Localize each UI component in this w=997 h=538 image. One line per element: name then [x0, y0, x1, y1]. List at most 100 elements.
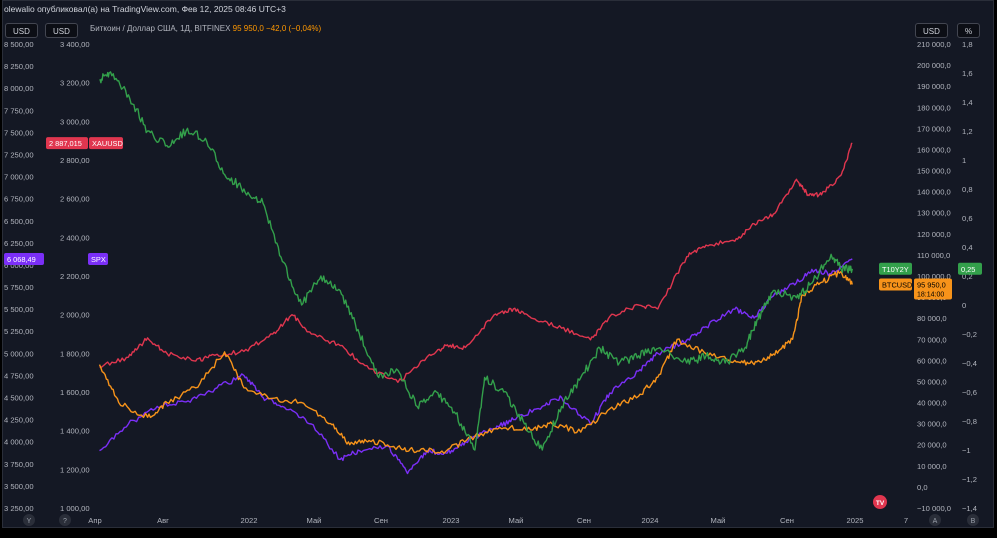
left-axis-unit-button-1[interactable]: USD	[5, 23, 38, 38]
axis-tick-gold-7: 2 000,00	[60, 311, 90, 320]
tag-xauusd-value: 2 887,015	[49, 139, 82, 148]
axis-tick-gold-3: 2 800,00	[60, 156, 90, 165]
axis-tick-spx-9: 6 250,00	[4, 239, 34, 248]
axis-tick-gold-10: 1 400,00	[60, 427, 90, 436]
axis-tick-gold-2: 3 000,00	[60, 117, 90, 126]
axis-tick-spx-3: 7 750,00	[4, 106, 34, 115]
axis-tick-btc-7: 140 000,0	[917, 188, 951, 197]
bottom-left-button-1	[59, 514, 71, 526]
axis-tick-spx-8: 6 500,00	[4, 217, 34, 226]
x-tick-7: Сен	[577, 516, 591, 525]
x-tick-4: Сен	[374, 516, 388, 525]
symbol-legend: Биткоин / Доллар США, 1Д, BITFINEX 95 95…	[90, 24, 321, 33]
axis-tick-btc-17: 40 000,0	[917, 399, 947, 408]
axis-tick-pct-4: 1	[962, 156, 966, 165]
chart-pane	[2, 0, 994, 528]
axis-tick-btc-0: 210 000,0	[917, 40, 951, 49]
axis-tick-spx-17: 4 250,00	[4, 416, 34, 425]
tag-spx-value-bg	[4, 252, 44, 265]
axis-tick-btc-11: 100 000,0	[917, 272, 951, 281]
bottom-left-button-label-0: Y	[27, 518, 32, 525]
axis-tick-spx-1: 8 250,00	[4, 62, 34, 71]
bottom-left-button-0	[23, 514, 35, 526]
axis-tick-btc-10: 110 000,0	[917, 251, 950, 260]
tag-t10y2y-name-bg	[879, 262, 912, 275]
x-tick-10: Сен	[780, 516, 794, 525]
axis-tick-btc-5: 160 000,0	[917, 145, 951, 154]
axis-tick-pct-14: −1	[962, 446, 971, 455]
axis-tick-gold-5: 2 400,00	[60, 233, 90, 242]
axis-tick-btc-13: 80 000,0	[917, 314, 947, 323]
axis-tick-btc-1: 200 000,0	[917, 61, 951, 70]
tag-btcusd-value: 95 950,0	[917, 281, 946, 290]
axis-tick-pct-5: 0,8	[962, 185, 973, 194]
tag-xauusd-name: XAUUSD	[92, 139, 123, 148]
axis-tick-spx-15: 4 750,00	[4, 371, 34, 380]
tag-spx-value: 6 068,49	[7, 255, 36, 264]
x-tick-1: Авг	[157, 516, 169, 525]
axis-tick-pct-13: −0,8	[962, 417, 977, 426]
axis-tick-btc-9: 120 000,0	[917, 230, 951, 239]
axis-tick-pct-0: 1,8	[962, 40, 973, 49]
tag-xauusd-name-bg	[89, 137, 123, 150]
x-tick-3: Май	[307, 516, 322, 525]
axis-tick-pct-8: 0,2	[962, 272, 973, 281]
axis-tick-btc-20: 10 000,0	[917, 462, 947, 471]
axis-tick-spx-5: 7 250,00	[4, 150, 34, 159]
axis-tick-btc-14: 70 000,0	[917, 335, 947, 344]
axis-tick-pct-9: 0	[962, 301, 966, 310]
bottom-right-button-label-0: A	[933, 518, 938, 525]
axis-tick-pct-10: −0,2	[962, 330, 977, 339]
left-axis-unit-button-2[interactable]: USD	[45, 23, 78, 38]
x-tick-0: Апр	[88, 516, 101, 525]
series-line-t10y2y	[99, 71, 853, 451]
x-tick-11: 2025	[847, 516, 864, 525]
axis-tick-btc-3: 180 000,0	[917, 103, 951, 112]
axis-tick-pct-2: 1,4	[962, 98, 973, 107]
tag-t10y2y-name: T10Y2Y	[882, 265, 909, 274]
bottom-right-button-0	[929, 514, 941, 526]
tag-spx-name: SPX	[91, 255, 106, 264]
axis-tick-btc-21: 0,0	[917, 483, 928, 492]
axis-tick-gold-0: 3 400,00	[60, 40, 90, 49]
publication-title: olewalio опубликовал(а) на TradingView.c…	[4, 4, 286, 14]
bottom-right-button-label-1: B	[971, 518, 976, 525]
axis-tick-spx-7: 6 750,00	[4, 195, 34, 204]
tag-spx-name-bg	[88, 252, 108, 265]
axis-tick-btc-15: 60 000,0	[917, 356, 947, 365]
right-axis-unit-button-2[interactable]: %	[957, 23, 981, 38]
axis-tick-btc-4: 170 000,0	[917, 124, 951, 133]
axis-tick-pct-7: 0,4	[962, 243, 973, 252]
axis-tick-pct-16: −1,4	[962, 504, 977, 513]
axis-tick-spx-2: 8 000,00	[4, 84, 34, 93]
series-line-xauusd	[99, 142, 853, 383]
axis-tick-gold-12: 1 000,00	[60, 504, 90, 513]
axis-tick-spx-10: 6 000,00	[4, 261, 34, 270]
axis-tick-spx-12: 5 500,00	[4, 305, 34, 314]
axis-tick-spx-0: 8 500,00	[4, 40, 34, 49]
axis-tick-spx-13: 5 250,00	[4, 327, 34, 336]
bottom-left-button-label-1: ?	[63, 518, 67, 525]
right-axis-unit-button-1[interactable]: USD	[915, 23, 948, 38]
x-tick-12: 7	[904, 516, 908, 525]
tag-btcusd-countdown: 18:14:00	[917, 292, 944, 299]
axis-tick-gold-4: 2 600,00	[60, 195, 90, 204]
axis-tick-btc-2: 190 000,0	[917, 82, 951, 91]
x-tick-5: 2023	[443, 516, 460, 525]
axis-tick-gold-1: 3 200,00	[60, 79, 90, 88]
axis-tick-btc-18: 30 000,0	[917, 420, 947, 429]
x-tick-6: Май	[509, 516, 524, 525]
tag-btcusd-name-bg	[879, 278, 912, 291]
axis-tick-spx-21: 3 250,00	[4, 504, 34, 513]
symbol-caption: Биткоин / Доллар США, 1Д, BITFINEX	[90, 24, 231, 33]
axis-tick-gold-11: 1 200,00	[60, 465, 90, 474]
bottom-right-button-1	[967, 514, 979, 526]
tradingview-logo-text: TV	[876, 500, 885, 507]
axis-tick-spx-6: 7 000,00	[4, 173, 34, 182]
x-tick-8: 2024	[642, 516, 659, 525]
axis-tick-gold-8: 1 800,00	[60, 349, 90, 358]
axis-tick-spx-4: 7 500,00	[4, 128, 34, 137]
axis-tick-spx-18: 4 000,00	[4, 438, 34, 447]
